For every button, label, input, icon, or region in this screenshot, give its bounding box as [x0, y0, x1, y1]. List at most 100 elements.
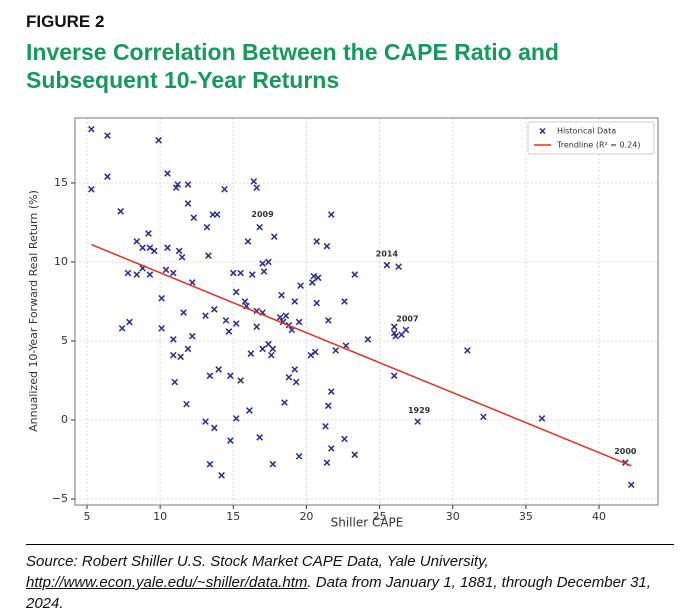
x-tick-label: 10 — [153, 510, 167, 523]
annotation: 2014 — [376, 250, 399, 259]
data-point — [169, 269, 177, 277]
data-point — [364, 336, 372, 343]
data-point — [232, 320, 240, 327]
data-point — [222, 317, 230, 324]
data-point — [206, 372, 214, 380]
data-point — [244, 238, 252, 245]
data-point — [390, 323, 398, 331]
data-point — [162, 266, 170, 274]
data-point — [158, 324, 165, 332]
data-point — [313, 299, 321, 307]
data-point — [229, 269, 237, 277]
data-point — [88, 125, 95, 133]
data-point — [189, 332, 196, 340]
data-point — [322, 422, 329, 430]
data-point — [311, 348, 319, 356]
data-point — [124, 269, 132, 277]
source-text: Source: Robert Shiller U.S. Stock Market… — [26, 553, 489, 570]
data-point — [627, 481, 635, 489]
y-tick-label: 0 — [61, 413, 68, 426]
data-point — [282, 312, 290, 320]
data-point — [164, 170, 171, 177]
data-point — [281, 399, 288, 406]
data-point — [202, 312, 209, 320]
data-point — [323, 242, 331, 250]
x-tick-label: 40 — [592, 510, 606, 523]
chart-title: Inverse Correlation Between the CAPE Rat… — [26, 39, 559, 93]
data-point — [276, 313, 284, 321]
legend-label: Trendline (R² = 0.24) — [556, 141, 640, 150]
data-point — [313, 238, 321, 245]
x-tick-label: 35 — [519, 510, 533, 523]
y-tick-label: 15 — [54, 176, 68, 189]
data-point — [237, 269, 244, 277]
data-point — [150, 247, 158, 255]
legend-box — [527, 121, 655, 155]
x-tick-label: 5 — [83, 510, 90, 523]
data-point — [133, 238, 141, 245]
source-note: Source: Robert Shiller U.S. Stock Market… — [26, 551, 676, 614]
data-point — [117, 208, 124, 215]
annotation: 1929 — [408, 406, 431, 415]
data-point — [295, 452, 303, 460]
data-point — [291, 298, 299, 305]
data-point — [395, 263, 402, 271]
data-point — [246, 407, 253, 414]
data-point — [327, 445, 335, 452]
data-point — [88, 185, 95, 193]
data-point — [260, 268, 268, 275]
data-point — [221, 185, 228, 193]
data-point — [206, 460, 214, 468]
data-point — [307, 351, 315, 359]
data-point — [341, 298, 348, 305]
data-point — [278, 291, 285, 299]
chart: Shiller CAPE Annualized 10-Year Forward … — [27, 117, 659, 530]
data-point — [392, 332, 400, 340]
legend-label: Historical Data — [557, 127, 616, 136]
data-point — [155, 136, 163, 144]
data-point — [285, 373, 293, 381]
data-point — [325, 317, 332, 324]
data-point — [177, 353, 184, 361]
data-point — [169, 351, 177, 359]
data-point — [218, 471, 225, 479]
data-point — [256, 223, 263, 231]
data-point — [250, 178, 258, 185]
data-point — [402, 326, 410, 334]
data-point — [118, 324, 126, 332]
data-point — [175, 247, 183, 255]
x-tick-label: 30 — [446, 510, 460, 523]
data-point — [480, 413, 487, 421]
data-point — [269, 345, 277, 353]
data-point — [308, 279, 316, 286]
data-point — [215, 366, 222, 373]
data-point — [232, 415, 240, 422]
data-point — [297, 282, 304, 289]
data-point — [104, 173, 111, 180]
data-point — [237, 377, 244, 384]
data-point — [145, 230, 152, 237]
data-point — [269, 460, 277, 468]
data-point — [256, 434, 263, 441]
data-point — [241, 298, 249, 305]
data-point — [146, 244, 154, 252]
data-point — [248, 271, 256, 278]
data-point — [310, 272, 318, 280]
data-point — [265, 258, 272, 266]
data-point — [169, 336, 177, 343]
data-point — [292, 378, 300, 386]
data-point — [325, 402, 332, 410]
data-point — [183, 400, 190, 408]
data-point — [210, 306, 218, 313]
x-tick-label: 20 — [299, 510, 313, 523]
data-point — [253, 184, 261, 192]
data-point — [126, 318, 133, 326]
data-point — [225, 328, 233, 335]
data-point — [190, 214, 198, 222]
trendline — [91, 243, 632, 467]
data-point — [184, 200, 192, 207]
data-point — [232, 288, 240, 296]
data-point — [184, 181, 192, 188]
source-link[interactable]: http://www.econ.yale.edu/~shiller/data.h… — [26, 574, 308, 591]
